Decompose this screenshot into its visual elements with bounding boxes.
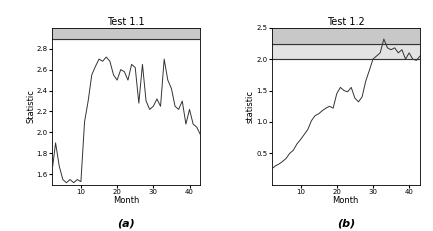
- X-axis label: Month: Month: [333, 196, 359, 205]
- Bar: [271, 44, 420, 59]
- X-axis label: Month: Month: [113, 196, 139, 205]
- Bar: [271, 28, 420, 44]
- Bar: [52, 28, 200, 39]
- Text: (a): (a): [117, 219, 135, 229]
- Y-axis label: statistic: statistic: [246, 90, 255, 123]
- Text: (b): (b): [337, 219, 355, 229]
- Title: Test 1.2: Test 1.2: [327, 17, 365, 27]
- Title: Test 1.1: Test 1.1: [107, 17, 145, 27]
- Y-axis label: Statistic: Statistic: [26, 89, 35, 123]
